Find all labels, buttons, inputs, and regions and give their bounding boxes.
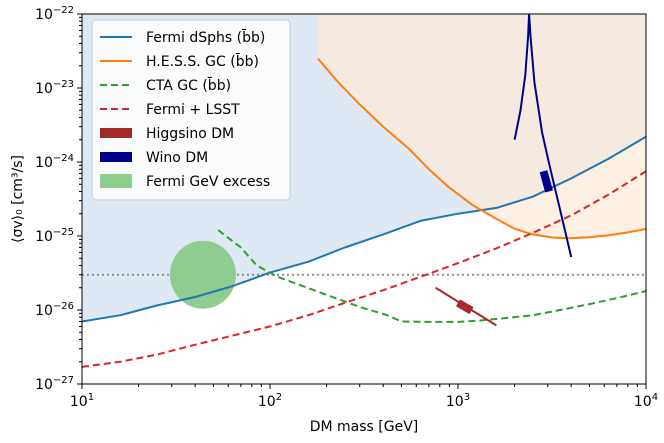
y-tick-label: 10−27 [35, 375, 74, 393]
cta-gc-line [217, 229, 646, 323]
legend-entry: H.E.S.S. GC (b̄b) [100, 52, 259, 70]
legend-entry: Wino DM [100, 150, 208, 166]
legend-swatch [100, 128, 132, 138]
legend-entry: Fermi GeV excess [100, 174, 270, 190]
x-tick-label: 104 [634, 392, 658, 410]
legend-box [91, 19, 291, 201]
y-tick-label: 10−24 [35, 153, 74, 171]
x-tick-label: 101 [70, 392, 94, 410]
x-tick-label: 102 [258, 392, 282, 410]
legend-swatch [100, 152, 132, 162]
x-axis-title: DM mass [GeV] [310, 419, 419, 435]
legend-label: Fermi + LSST [146, 102, 240, 118]
legend-label: Fermi dSphs (b̄b) [146, 28, 265, 46]
hess-gc-line [317, 57, 646, 240]
legend: Fermi dSphs (b̄b) H.E.S.S. GC (b̄b) CTA GC… [91, 19, 291, 201]
y-tick-label: 10−22 [35, 5, 74, 23]
y-tick-label: 10−23 [35, 79, 74, 97]
higgsino-band [455, 299, 474, 315]
y-tick-label: 10−25 [35, 227, 74, 245]
legend-label: Fermi GeV excess [146, 174, 270, 190]
y-axis-title: ⟨σv⟩₀ [cm³/s] [10, 155, 26, 243]
legend-label: CTA GC (b̄b) [146, 76, 231, 94]
wino-line [513, 14, 573, 258]
wino-band [539, 170, 553, 193]
plot-frame [81, 13, 647, 385]
legend-label: H.E.S.S. GC (b̄b) [146, 52, 259, 70]
legend-label: Wino DM [146, 150, 208, 166]
legend-swatch [100, 174, 132, 188]
fermi-lsst-line [82, 170, 646, 368]
axis-ticks: 101 102 103 104 10−27 10−26 10−25 10−24 10−23 10−… [35, 5, 658, 410]
fermi-gev-excess-region [169, 240, 236, 309]
legend-entry: Higgsino DM [100, 126, 234, 142]
y-tick-label: 10−26 [35, 301, 74, 319]
legend-label: Higgsino DM [146, 126, 234, 142]
legend-entry: Fermi dSphs (b̄b) [100, 28, 265, 46]
legend-entry: CTA GC (b̄b) [100, 76, 231, 94]
series-layer [82, 14, 646, 368]
x-tick-label: 103 [446, 392, 470, 410]
legend-entry: Fermi + LSST [100, 102, 240, 118]
